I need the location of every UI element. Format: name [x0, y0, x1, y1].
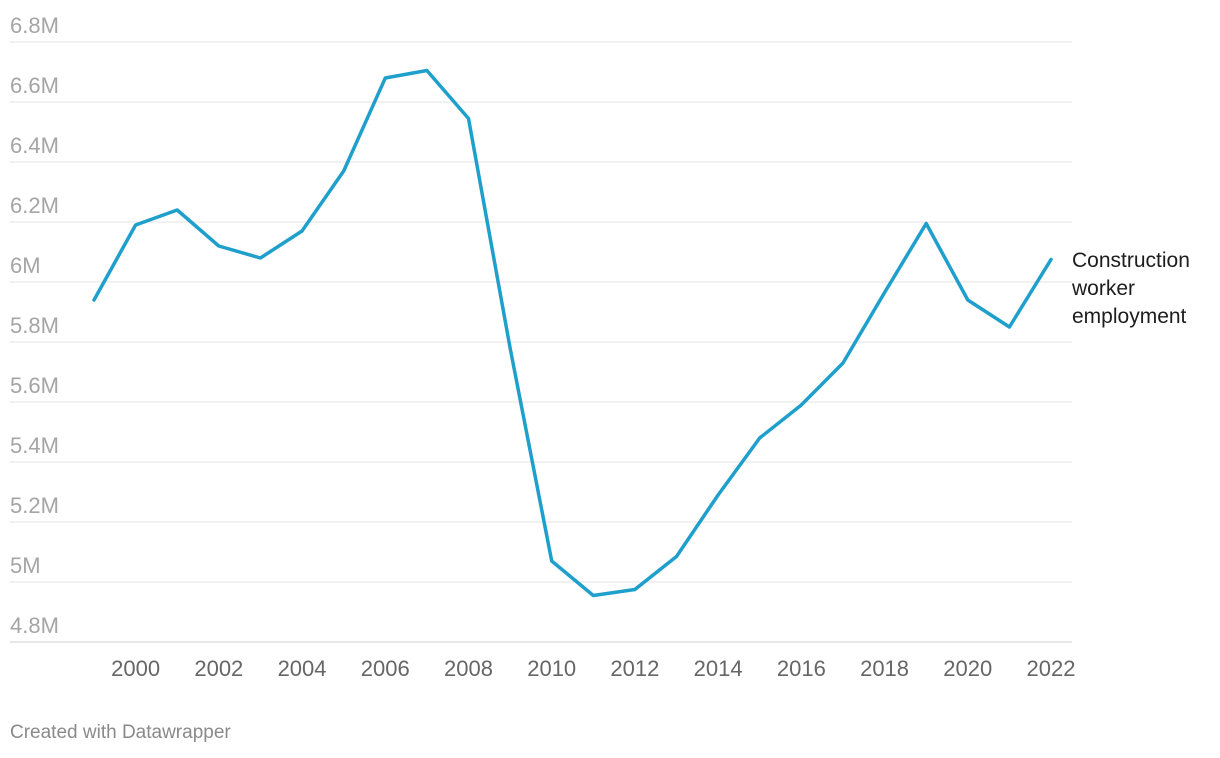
y-tick-label: 5.2M	[10, 493, 59, 518]
series-label-line: Construction	[1072, 249, 1190, 272]
x-axis-tick-labels: 2000 2002 2004 2006 2008 2010 2012 2014 2016 2018…	[111, 656, 1075, 681]
x-tick-label: 2020	[943, 656, 992, 681]
y-tick-label: 5M	[10, 553, 41, 578]
y-tick-label: 4.8M	[10, 613, 59, 638]
x-tick-label: 2004	[278, 656, 327, 681]
y-tick-label: 6.4M	[10, 133, 59, 158]
x-tick-label: 2008	[444, 656, 493, 681]
x-tick-label: 2006	[361, 656, 410, 681]
y-tick-label: 6.8M	[10, 13, 59, 38]
series-lines	[92, 68, 1053, 598]
x-tick-label: 2022	[1027, 656, 1076, 681]
y-tick-label: 6.6M	[10, 73, 59, 98]
x-tick-label: 2010	[527, 656, 576, 681]
y-tick-label: 5.8M	[10, 313, 59, 338]
x-tick-label: 2012	[610, 656, 659, 681]
x-tick-label: 2018	[860, 656, 909, 681]
x-tick-label: 2016	[777, 656, 826, 681]
series-label-line: worker	[1071, 277, 1135, 300]
y-axis-tick-labels: 6.8M 6.6M 6.4M 6.2M 6M 5.8M 5.6M 5.4M 5.2M 5M 4.8M	[10, 13, 59, 638]
series-direct-labels: Construction worker employment	[1071, 249, 1190, 328]
credit-text: Created with Datawrapper	[10, 722, 231, 743]
series-label-line: employment	[1072, 305, 1187, 328]
gridlines	[10, 41, 1072, 643]
x-tick-label: 2000	[111, 656, 160, 681]
y-tick-label: 5.6M	[10, 373, 59, 398]
y-tick-label: 5.4M	[10, 433, 59, 458]
series-line	[92, 68, 1053, 598]
line-chart: 6.8M 6.6M 6.4M 6.2M 6M 5.8M 5.6M 5.4M 5.2M 5M 4.8M…	[10, 13, 1190, 681]
x-tick-label: 2014	[694, 656, 743, 681]
x-tick-label: 2002	[194, 656, 243, 681]
y-tick-label: 6M	[10, 253, 41, 278]
y-tick-label: 6.2M	[10, 193, 59, 218]
